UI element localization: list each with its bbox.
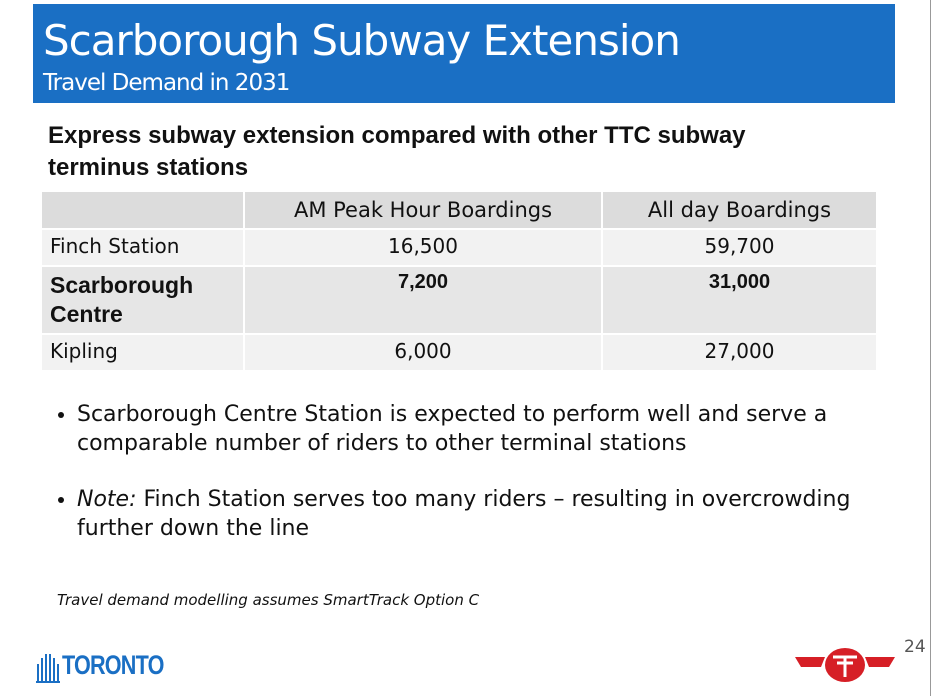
header-cell [40, 190, 245, 230]
heading: Express subway extension compared with o… [48, 122, 746, 181]
header: Scarborough Subway Extension Travel Dema… [33, 4, 895, 103]
cell: 59,700 [601, 228, 878, 267]
title: Scarborough Subway Extension [43, 16, 681, 65]
bullet-text: Finch Station serves too many riders – r… [77, 487, 851, 541]
ttc-logo [795, 648, 895, 682]
table: AM Peak Hour Boardings All day Boardings… [40, 190, 878, 372]
bullet-text: Scarborough Centre Station is expected t… [77, 402, 828, 456]
bullet: Scarborough Centre Station is expected t… [77, 400, 907, 458]
cell: 31,000 [601, 265, 878, 335]
bullet-emphasis: Note: [77, 487, 137, 512]
cell: 6,000 [243, 333, 603, 372]
cell: Finch Station [40, 228, 245, 267]
header-cell: AM Peak Hour Boardings [243, 190, 603, 230]
cell: Scarborough Centre [40, 265, 245, 335]
page-number: 24 [904, 637, 926, 657]
header-row: AM Peak Hour Boardings All day Boardings [40, 190, 878, 230]
header-cell: All day Boardings [601, 190, 878, 230]
bullet: Note: Finch Station serves too many ride… [77, 485, 907, 543]
bullet-list: Scarborough Centre Station is expected t… [55, 400, 907, 570]
cell: 16,500 [243, 228, 603, 267]
row: Finch Station 16,500 59,700 [40, 228, 878, 267]
cell: 27,000 [601, 333, 878, 372]
cell: 7,200 [243, 265, 603, 335]
logo-text: TORONTO [62, 650, 164, 680]
row: Kipling 6,000 27,000 [40, 333, 878, 372]
row: Scarborough Centre 7,200 31,000 [40, 265, 878, 335]
subtitle: Travel Demand in 2031 [43, 70, 290, 96]
toronto-icon [36, 654, 60, 683]
footnote: Travel demand modelling assumes SmartTra… [57, 591, 480, 609]
cell: Kipling [40, 333, 245, 372]
frame-border [930, 0, 931, 696]
